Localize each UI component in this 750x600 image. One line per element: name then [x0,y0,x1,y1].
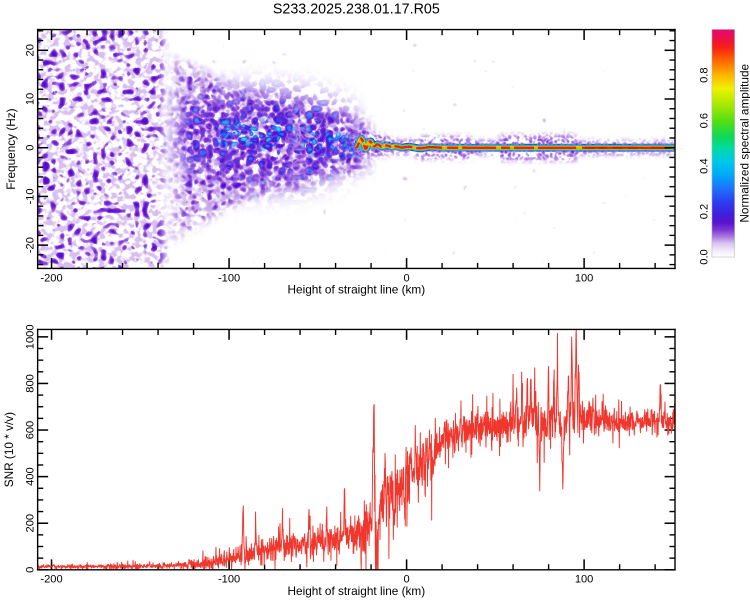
svg-text:Frequency (Hz): Frequency (Hz) [4,108,18,189]
svg-text:0.2: 0.2 [699,204,711,219]
svg-text:20: 20 [24,44,36,56]
svg-text:0: 0 [403,574,409,586]
svg-text:400: 400 [24,467,36,486]
svg-text:200: 200 [24,514,36,533]
svg-text:-200: -200 [40,272,62,284]
svg-text:Normalized spectral amplitude: Normalized spectral amplitude [738,63,750,222]
svg-text:Height of straight line (km): Height of straight line (km) [288,584,426,598]
svg-text:0.8: 0.8 [699,67,711,82]
svg-text:0: 0 [24,145,36,151]
svg-text:600: 600 [24,421,36,440]
svg-text:0: 0 [24,567,36,573]
svg-text:-100: -100 [218,272,240,284]
svg-text:-100: -100 [218,574,240,586]
svg-text:0.6: 0.6 [699,113,711,128]
svg-text:-200: -200 [40,574,62,586]
svg-text:SNR (10 * v/v): SNR (10 * v/v) [2,412,16,487]
svg-text:100: 100 [575,272,594,284]
svg-text:10: 10 [24,93,36,105]
svg-text:S233.2025.238.01.17.R05: S233.2025.238.01.17.R05 [273,2,440,18]
svg-text:0.0: 0.0 [699,249,711,264]
svg-text:1000: 1000 [24,324,36,349]
svg-text:800: 800 [24,374,36,393]
svg-text:100: 100 [575,574,594,586]
svg-text:Height of straight line (km): Height of straight line (km) [288,283,426,297]
svg-text:0.4: 0.4 [699,158,711,173]
svg-text:0: 0 [403,272,409,284]
svg-text:-10: -10 [24,188,36,204]
svg-text:-20: -20 [24,237,36,253]
